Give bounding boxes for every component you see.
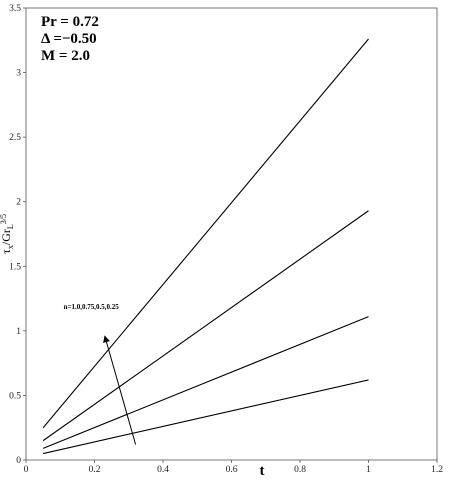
y-tick-label: 1.5: [9, 262, 21, 272]
y-axis-label-sup: 3/5: [0, 214, 8, 224]
series-line-1: [42, 38, 369, 429]
parameter-line-1: Pr = 0.72: [41, 14, 99, 30]
annotation-arrow: [103, 335, 137, 445]
y-axis-label: τx/GrL3/5: [0, 214, 15, 254]
y-tick-label: 0.5: [9, 391, 21, 401]
x-tick-label: 1: [366, 465, 371, 475]
y-axis-label-main: τ: [0, 249, 13, 254]
x-tick-label: 0: [24, 465, 29, 475]
y-tick-label: 0: [16, 456, 21, 466]
series-group: [42, 38, 369, 455]
annotation-group: n=1.0,0.75,0.5,0.25: [64, 303, 137, 445]
y-tick-label: 3: [16, 69, 21, 79]
x-tick-label: 0.2: [89, 465, 101, 475]
y-tick-label: 2.5: [9, 133, 21, 143]
series-line-3: [42, 316, 369, 449]
plot-frame: [25, 7, 438, 461]
y-axis-label-sub: x: [6, 245, 15, 249]
plot-axes: 0 0.2 0.4 0.6 0.8 1 1.2 0 0.5 1 1.5 2 2.5 3 3.5: [9, 4, 443, 475]
parameter-box: Pr = 0.72Δ =−0.50M = 2.0: [41, 14, 99, 64]
x-tick-label: 1.2: [431, 465, 443, 475]
series-line-2: [42, 210, 369, 442]
parameter-line-2: Δ =−0.50: [41, 31, 97, 47]
x-tick-label: 0.4: [157, 465, 169, 475]
y-tick-label: 1: [16, 327, 21, 337]
y-tick-label: 3.5: [9, 4, 21, 14]
x-tick-label: 0.6: [226, 465, 238, 475]
y-axis-label-sub2: L: [6, 224, 15, 229]
x-axis-label: t: [260, 463, 265, 479]
series-line-4: [43, 379, 369, 455]
annotation-label: n=1.0,0.75,0.5,0.25: [64, 303, 120, 311]
y-tick-label: 2: [16, 198, 21, 208]
parameter-line-3: M = 2.0: [41, 48, 90, 64]
x-tick-label: 0.8: [294, 465, 306, 475]
y-axis-label-mid: /Gr: [0, 229, 13, 245]
